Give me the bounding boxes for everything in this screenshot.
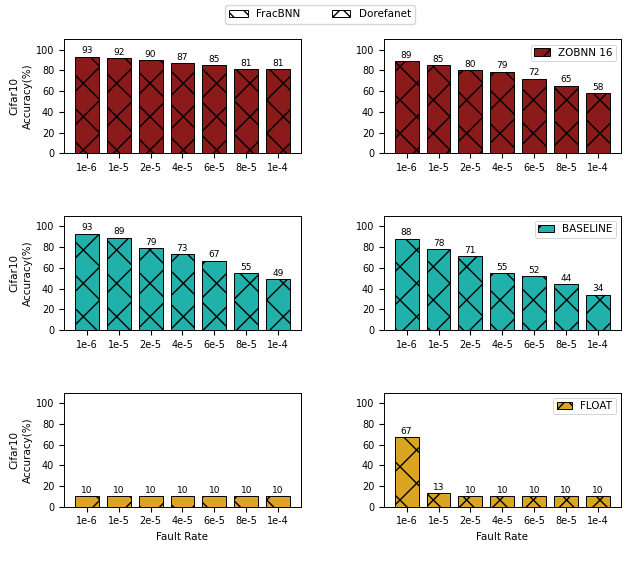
Legend: FLOAT: FLOAT <box>554 398 616 414</box>
Bar <box>202 497 227 507</box>
Text: 10: 10 <box>177 486 188 495</box>
Text: 92: 92 <box>113 47 124 56</box>
Text: 78: 78 <box>433 239 444 248</box>
Text: 10: 10 <box>273 486 284 495</box>
Text: 13: 13 <box>433 482 444 491</box>
Bar <box>202 65 227 153</box>
Bar <box>170 254 195 330</box>
Text: 10: 10 <box>145 486 156 495</box>
Text: 34: 34 <box>593 284 604 293</box>
Bar <box>458 257 483 330</box>
Bar <box>554 497 578 507</box>
Bar <box>426 249 451 330</box>
Text: 87: 87 <box>177 53 188 62</box>
Text: 81: 81 <box>273 59 284 68</box>
Text: 55: 55 <box>241 262 252 271</box>
Text: 10: 10 <box>592 486 604 495</box>
Legend: BASELINE: BASELINE <box>535 221 616 238</box>
Bar <box>490 72 515 153</box>
Bar <box>107 497 131 507</box>
Text: 52: 52 <box>529 266 540 275</box>
Bar <box>139 248 163 330</box>
Text: 67: 67 <box>209 250 220 259</box>
Bar <box>139 497 163 507</box>
Text: 10: 10 <box>209 486 220 495</box>
Y-axis label: Cifar10
Accuracy(%): Cifar10 Accuracy(%) <box>9 240 33 306</box>
Bar <box>202 261 227 330</box>
Text: 72: 72 <box>529 68 540 77</box>
Text: 79: 79 <box>145 238 156 247</box>
Text: 10: 10 <box>81 486 93 495</box>
Bar <box>490 497 515 507</box>
Legend: FracBNN, Dorefanet: FracBNN, Dorefanet <box>225 5 415 24</box>
Bar <box>266 69 290 153</box>
Text: 93: 93 <box>81 223 93 232</box>
Text: 65: 65 <box>561 75 572 84</box>
Bar <box>426 493 451 507</box>
Bar <box>426 65 451 153</box>
Bar <box>266 279 290 330</box>
Bar <box>586 497 610 507</box>
Bar <box>234 273 259 330</box>
Bar <box>490 273 515 330</box>
Bar <box>75 57 99 153</box>
Text: 89: 89 <box>401 51 412 60</box>
Text: 58: 58 <box>592 83 604 92</box>
Bar <box>234 497 259 507</box>
Text: 67: 67 <box>401 427 412 436</box>
Bar <box>139 60 163 153</box>
Bar <box>395 61 419 153</box>
Bar <box>554 86 578 153</box>
Bar <box>522 79 546 153</box>
Bar <box>234 69 259 153</box>
Text: 89: 89 <box>113 227 124 236</box>
Bar <box>522 497 546 507</box>
Bar <box>395 239 419 330</box>
Bar <box>554 284 578 330</box>
Text: 44: 44 <box>561 274 572 283</box>
Bar <box>458 497 483 507</box>
Bar <box>75 234 99 330</box>
X-axis label: Fault Rate: Fault Rate <box>156 532 209 542</box>
Bar <box>458 70 483 153</box>
Text: 88: 88 <box>401 229 412 238</box>
Bar <box>395 437 419 507</box>
Y-axis label: Cifar10
Accuracy(%): Cifar10 Accuracy(%) <box>9 417 33 482</box>
Text: 10: 10 <box>529 486 540 495</box>
Bar <box>107 238 131 330</box>
Text: 93: 93 <box>81 47 93 56</box>
Bar <box>75 497 99 507</box>
Bar <box>170 63 195 153</box>
Bar <box>586 295 610 330</box>
Text: 10: 10 <box>465 486 476 495</box>
Text: 80: 80 <box>465 60 476 69</box>
Text: 10: 10 <box>561 486 572 495</box>
Text: 85: 85 <box>433 55 444 64</box>
Text: 55: 55 <box>497 262 508 271</box>
Text: 81: 81 <box>241 59 252 68</box>
Text: 49: 49 <box>273 269 284 278</box>
Text: 73: 73 <box>177 244 188 253</box>
Legend: ZOBNN 16: ZOBNN 16 <box>531 44 616 61</box>
Text: 10: 10 <box>497 486 508 495</box>
Bar <box>107 58 131 153</box>
Text: 71: 71 <box>465 246 476 255</box>
Text: 10: 10 <box>241 486 252 495</box>
Text: 90: 90 <box>145 50 156 59</box>
Bar <box>170 497 195 507</box>
Bar <box>266 497 290 507</box>
Text: 85: 85 <box>209 55 220 64</box>
X-axis label: Fault Rate: Fault Rate <box>476 532 529 542</box>
Text: 10: 10 <box>113 486 124 495</box>
Bar <box>586 93 610 153</box>
Text: 79: 79 <box>497 61 508 70</box>
Bar <box>522 276 546 330</box>
Y-axis label: Cifar10
Accuracy(%): Cifar10 Accuracy(%) <box>9 64 33 129</box>
